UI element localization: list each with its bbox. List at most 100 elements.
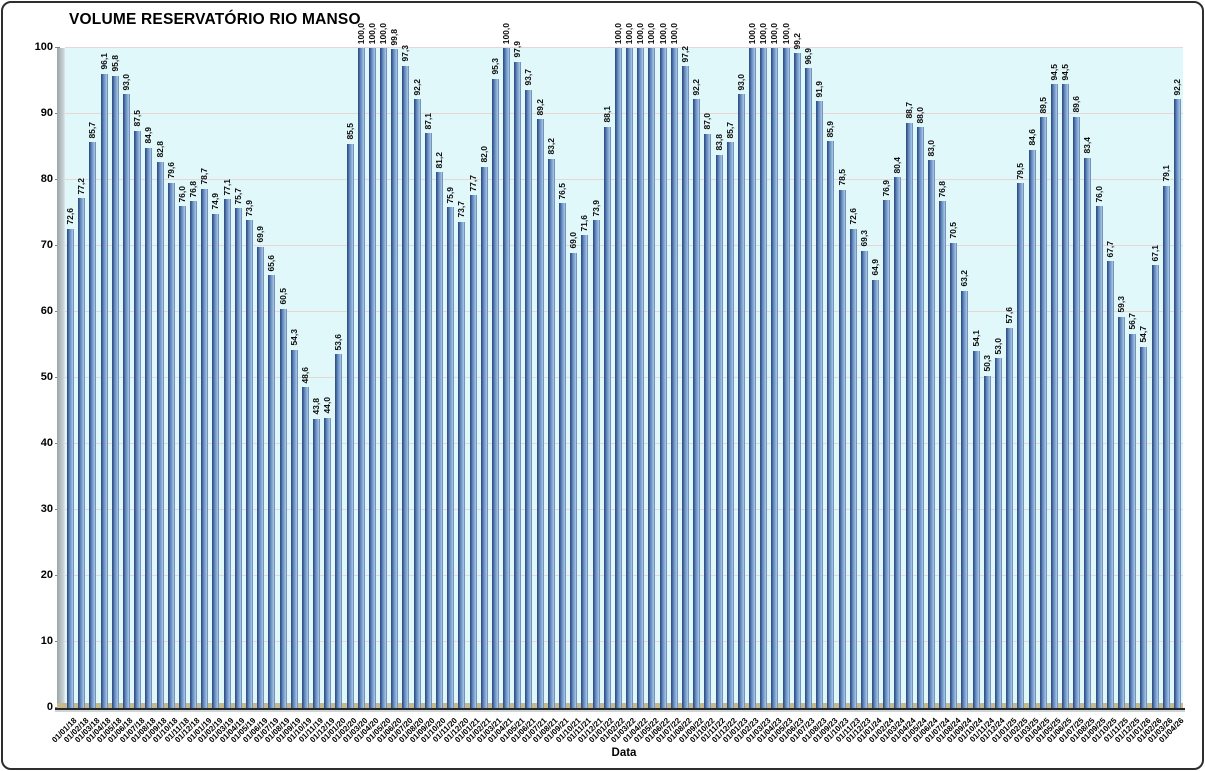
bar-value-label: 56,7: [1127, 313, 1138, 330]
bar-value-label: 96,9: [802, 47, 813, 65]
bar-value-label: 83,2: [545, 138, 556, 155]
bar: [290, 349, 298, 708]
bar: [111, 75, 119, 708]
bar-value-label: 100,0: [646, 22, 657, 44]
y-tick-label: 0: [46, 701, 53, 713]
chart-title: VOLUME RESERVATÓRIO RIO MANSO: [69, 11, 361, 28]
gridline: [65, 245, 1183, 246]
bar-value-label: 84,9: [143, 127, 154, 144]
bar: [849, 228, 857, 708]
bar-value-label: 60,5: [277, 288, 288, 305]
bar: [793, 53, 801, 708]
bar: [1084, 157, 1092, 708]
bar-value-label: 92,2: [411, 78, 422, 96]
bar: [1162, 185, 1170, 708]
bar: [715, 154, 723, 708]
bar-value-label: 93,0: [120, 73, 131, 91]
bar: [927, 160, 935, 708]
bar: [458, 221, 466, 708]
bar: [983, 376, 991, 708]
bar-value-label: 83,0: [925, 139, 936, 157]
bar-value-label: 85,7: [724, 121, 735, 139]
bar-value-label: 100,0: [668, 22, 679, 44]
bar-value-label: 75,7: [232, 187, 243, 205]
bar: [89, 142, 97, 708]
gridline: [65, 113, 1183, 114]
bar-value-label: 77,7: [467, 174, 478, 192]
bar: [1118, 316, 1125, 708]
bar: [570, 252, 578, 708]
bar: [559, 203, 566, 708]
bar-value-label: 59,3: [1116, 296, 1126, 313]
bar: [424, 133, 432, 708]
bar: [547, 158, 555, 708]
bar: [804, 68, 812, 708]
bar: [1073, 116, 1081, 708]
bar-value-label: 69,0: [568, 232, 579, 249]
bar: [827, 141, 835, 708]
bar: [592, 220, 600, 708]
bar-value-label: 71,6: [579, 214, 590, 232]
bar-value-label: 63,2: [959, 270, 970, 287]
bar: [536, 119, 544, 708]
bar-value-label: 77,1: [221, 178, 232, 196]
bar-value-label: 53,0: [993, 337, 1004, 355]
bar: [659, 48, 667, 708]
bar: [693, 99, 701, 708]
y-tick-mark: [55, 47, 60, 48]
left-wall-3d: [57, 48, 65, 710]
y-tick-label: 80: [40, 173, 53, 185]
bar-value-label: 76,9: [881, 179, 892, 197]
bar: [357, 48, 365, 708]
bar-value-label: 82,0: [478, 146, 489, 163]
bar-value-label: 89,6: [1071, 96, 1082, 113]
bar-value-label: 75,9: [445, 186, 456, 204]
bar: [838, 189, 846, 708]
bar: [905, 122, 913, 708]
bar: [749, 48, 757, 708]
bar-value-label: 79,6: [165, 162, 176, 179]
bar: [704, 133, 712, 708]
bar: [368, 48, 376, 708]
bar-value-label: 76,8: [937, 180, 948, 198]
gridline: [65, 377, 1183, 378]
bar: [1129, 333, 1137, 708]
bar: [335, 354, 343, 708]
bar-value-label: 77,2: [76, 177, 87, 195]
y-tick-label: 30: [40, 503, 53, 515]
bar-value-label: 93,0: [735, 73, 746, 91]
bar: [145, 147, 153, 708]
bar: [212, 213, 220, 708]
bar-value-label: 53,6: [333, 333, 344, 351]
bar: [782, 48, 790, 708]
bar-value-label: 72,6: [65, 208, 76, 225]
bar: [313, 418, 321, 708]
bar: [883, 200, 891, 708]
bar-value-label: 79,1: [1160, 165, 1171, 182]
bar-value-label: 79,5: [1015, 162, 1026, 180]
bar-value-label: 85,9: [825, 120, 836, 138]
bar: [581, 235, 589, 708]
bar: [603, 126, 611, 708]
bar: [324, 417, 332, 708]
bar: [167, 182, 175, 708]
gridline: [65, 179, 1183, 180]
bar: [122, 94, 130, 708]
bar-value-label: 73,9: [590, 199, 601, 217]
gridline: [65, 311, 1183, 312]
bar-value-label: 99,8: [389, 28, 400, 46]
bar-value-label: 91,9: [814, 80, 825, 98]
bar: [1140, 346, 1148, 708]
bar: [1017, 183, 1025, 708]
plot-area: 72,6 77,2 85,7 96,1 95,8 93,0 87,5 84,9 82,8 79,6…: [55, 23, 1185, 710]
bar-value-label: 100,0: [635, 22, 646, 44]
bar-value-label: 100,0: [624, 22, 635, 44]
bar-value-label: 76,0: [176, 185, 187, 203]
bar: [201, 188, 209, 708]
bar-value-label: 92,2: [1171, 78, 1182, 96]
gridline: [65, 47, 1183, 48]
bar: [279, 308, 287, 708]
bar-value-label: 97,2: [679, 45, 690, 63]
bar-value-label: 83,4: [1082, 137, 1093, 154]
bar-value-label: 88,0: [914, 106, 925, 124]
